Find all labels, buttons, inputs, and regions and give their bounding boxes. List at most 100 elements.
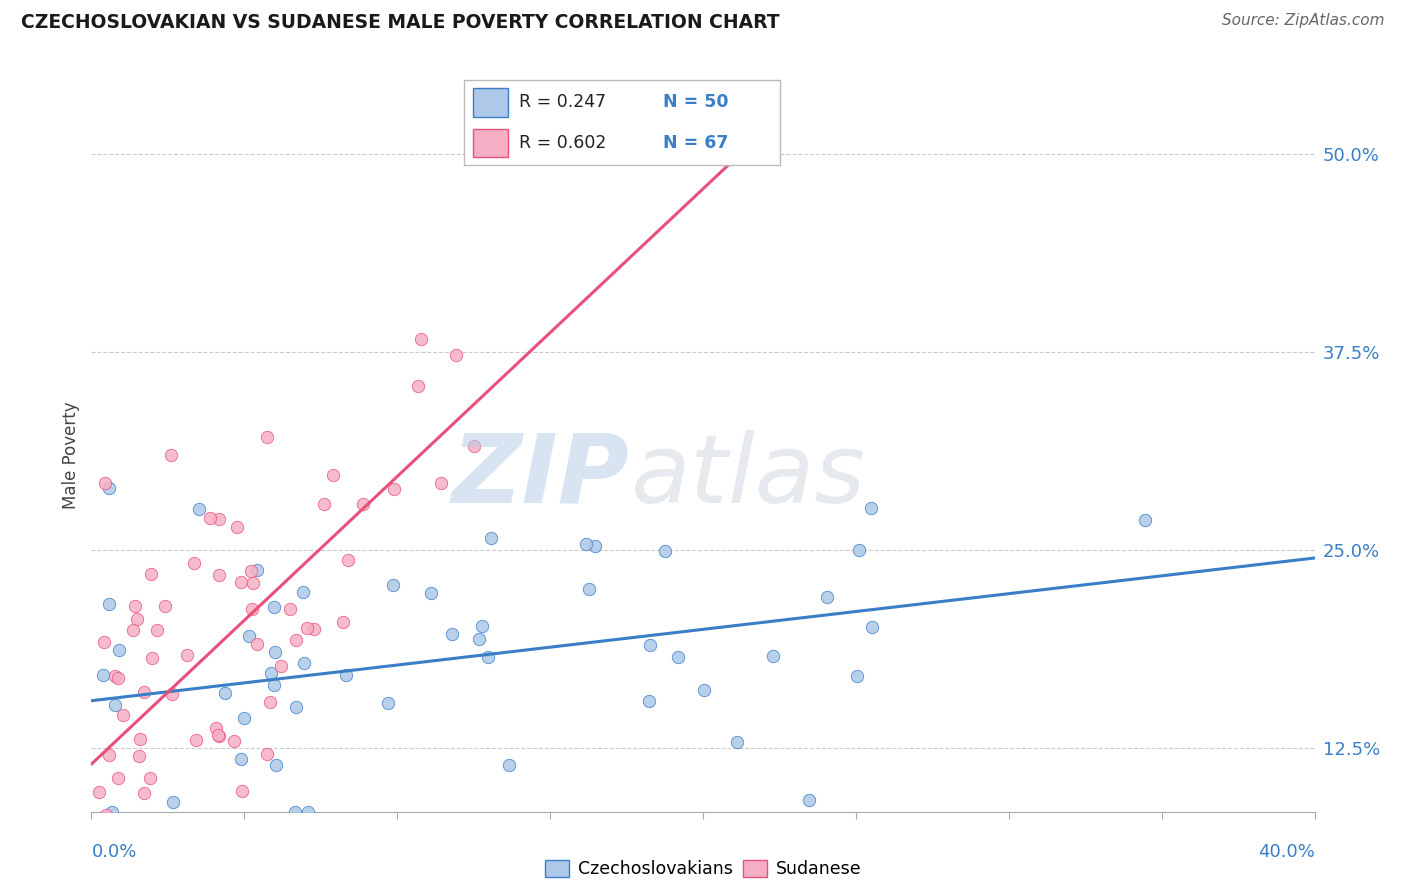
Point	[103, 821, 125, 835]
Point	[93, 635, 115, 649]
Point	[263, 599, 285, 614]
Point	[128, 748, 150, 763]
Point	[477, 650, 499, 665]
Point	[250, 821, 273, 835]
Point	[233, 711, 256, 725]
Text: ZIP: ZIP	[451, 430, 630, 523]
Point	[208, 729, 231, 743]
Point	[98, 481, 121, 495]
Point	[666, 650, 689, 665]
Point	[207, 727, 229, 741]
Point	[302, 622, 325, 636]
Point	[578, 582, 600, 596]
Point	[848, 542, 870, 557]
Point	[214, 686, 236, 700]
Point	[284, 805, 307, 819]
Point	[654, 544, 676, 558]
Text: R = 0.602: R = 0.602	[519, 134, 607, 152]
Point	[229, 575, 252, 590]
Point	[104, 669, 127, 683]
Point	[240, 564, 263, 578]
Point	[240, 602, 263, 616]
Point	[231, 784, 253, 798]
Point	[98, 597, 121, 611]
Point	[107, 671, 129, 685]
Point	[100, 805, 122, 819]
Point	[139, 771, 162, 785]
Point	[335, 668, 357, 682]
Point	[153, 821, 176, 835]
Point	[693, 683, 716, 698]
Point	[96, 807, 118, 822]
Point	[446, 348, 468, 362]
Point	[285, 699, 308, 714]
Point	[183, 556, 205, 570]
Point	[176, 648, 198, 663]
Point	[94, 475, 117, 490]
Point	[91, 667, 114, 681]
Point	[583, 539, 606, 553]
Point	[409, 332, 432, 346]
Point	[264, 757, 287, 772]
Point	[160, 448, 183, 462]
Point	[208, 568, 231, 582]
Point	[256, 747, 278, 761]
Point	[312, 497, 335, 511]
Point	[725, 735, 748, 749]
Point	[224, 734, 246, 748]
Y-axis label: Male Poverty: Male Poverty	[62, 401, 80, 508]
Point	[463, 439, 485, 453]
Text: N = 67: N = 67	[664, 134, 728, 152]
Point	[498, 758, 520, 772]
Point	[208, 512, 231, 526]
Point	[295, 621, 318, 635]
Text: atlas: atlas	[630, 430, 865, 523]
Point	[132, 685, 155, 699]
Point	[198, 510, 221, 524]
Point	[139, 567, 162, 582]
Point	[575, 537, 598, 551]
FancyBboxPatch shape	[474, 88, 509, 117]
Point	[108, 643, 131, 657]
Text: R = 0.247: R = 0.247	[519, 94, 606, 112]
Point	[337, 553, 360, 567]
Point	[815, 591, 838, 605]
Point	[381, 578, 404, 592]
Point	[419, 586, 441, 600]
Point	[479, 531, 502, 545]
Text: CZECHOSLOVAKIAN VS SUDANESE MALE POVERTY CORRELATION CHART: CZECHOSLOVAKIAN VS SUDANESE MALE POVERTY…	[21, 13, 780, 32]
Point	[83, 821, 105, 835]
Point	[160, 687, 183, 701]
Point	[860, 620, 883, 634]
Point	[226, 520, 249, 534]
Point	[291, 584, 314, 599]
Point	[377, 696, 399, 710]
Text: N = 50: N = 50	[664, 94, 728, 112]
Point	[246, 637, 269, 651]
Text: 0.0%: 0.0%	[91, 843, 136, 861]
Point	[238, 629, 260, 643]
Point	[332, 615, 354, 629]
Point	[440, 627, 463, 641]
Legend: Czechoslovakians, Sudanese: Czechoslovakians, Sudanese	[537, 853, 869, 885]
Point	[256, 430, 278, 444]
Point	[259, 695, 281, 709]
Point	[246, 563, 269, 577]
Point	[845, 669, 868, 683]
Point	[297, 805, 319, 819]
Point	[260, 666, 283, 681]
Point	[468, 632, 491, 646]
Text: Source: ZipAtlas.com: Source: ZipAtlas.com	[1222, 13, 1385, 29]
Point	[321, 467, 343, 482]
Point	[406, 378, 429, 392]
Point	[205, 721, 228, 735]
Point	[352, 497, 374, 511]
Point	[155, 599, 177, 613]
Point	[118, 821, 141, 835]
Point	[162, 795, 184, 809]
Point	[141, 651, 163, 665]
Point	[430, 476, 453, 491]
Point	[292, 656, 315, 670]
Point	[184, 733, 207, 747]
Point	[242, 576, 264, 591]
